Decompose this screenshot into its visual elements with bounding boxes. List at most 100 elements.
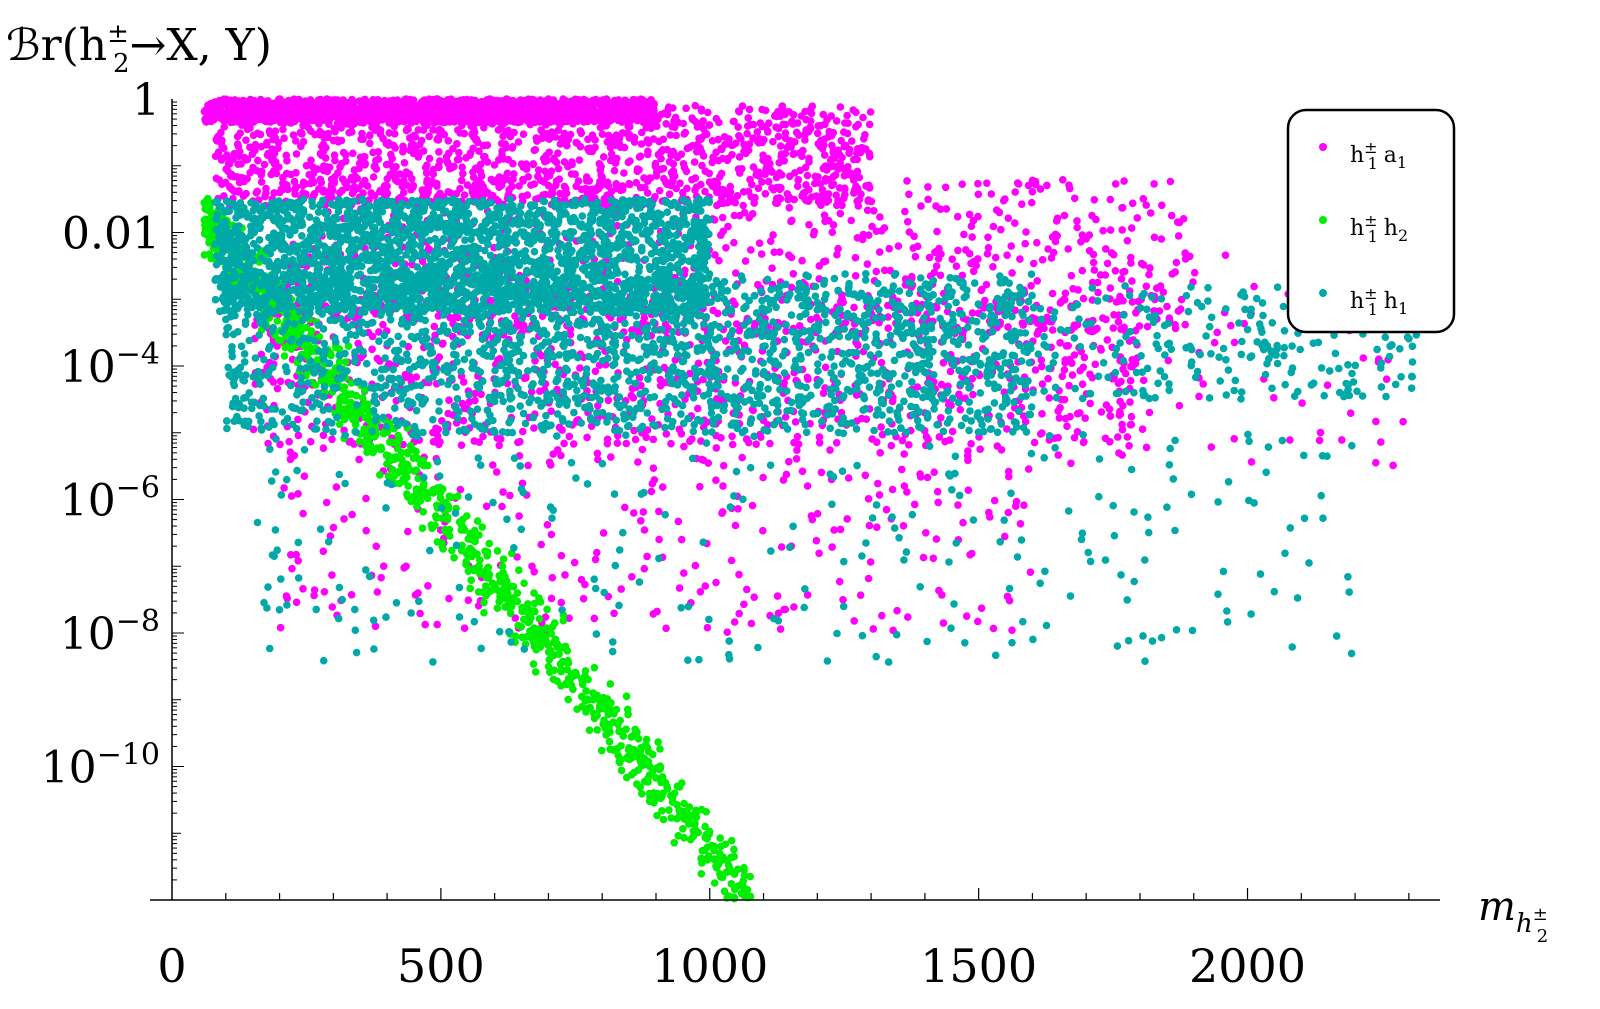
data-point — [843, 111, 851, 120]
data-point — [493, 547, 502, 555]
data-point — [420, 96, 429, 105]
data-point — [522, 160, 530, 168]
data-point — [939, 619, 948, 627]
data-point — [637, 517, 645, 525]
data-point — [568, 158, 576, 166]
data-point — [905, 228, 914, 236]
data-point — [718, 145, 726, 154]
data-point — [1063, 422, 1071, 431]
data-point — [630, 509, 638, 517]
data-point — [1152, 284, 1161, 293]
data-point — [1003, 251, 1011, 259]
data-point — [1142, 443, 1151, 452]
data-point — [537, 126, 545, 134]
data-point — [1175, 401, 1184, 410]
data-point — [1056, 299, 1065, 307]
data-point — [793, 446, 801, 455]
data-point — [1096, 271, 1105, 279]
data-point — [1126, 376, 1135, 385]
data-point — [841, 141, 850, 150]
data-point — [499, 155, 508, 163]
data-point — [339, 96, 347, 104]
data-point — [556, 121, 564, 129]
data-point — [803, 482, 812, 490]
data-point — [929, 554, 938, 563]
data-point — [701, 582, 710, 590]
data-point — [1135, 322, 1144, 330]
data-point — [860, 135, 868, 143]
data-point — [270, 149, 279, 158]
data-point — [552, 109, 560, 117]
data-point — [699, 117, 707, 125]
data-point — [766, 439, 774, 448]
data-point — [455, 148, 463, 157]
data-point — [506, 106, 515, 114]
data-point — [1021, 239, 1029, 248]
data-point — [674, 517, 683, 526]
data-point — [260, 160, 269, 169]
data-point — [434, 432, 442, 441]
data-point — [1118, 420, 1126, 429]
data-point — [630, 133, 639, 142]
data-point — [747, 246, 755, 254]
data-point — [798, 256, 806, 265]
data-point — [217, 139, 225, 147]
data-point — [446, 189, 455, 197]
data-point — [909, 244, 918, 252]
data-point — [698, 161, 706, 170]
data-point — [924, 195, 932, 204]
data-point — [355, 159, 364, 168]
data-point — [1049, 248, 1058, 257]
data-point — [526, 120, 534, 129]
data-point — [691, 186, 699, 194]
data-point — [774, 124, 783, 133]
data-point — [717, 434, 725, 442]
data-point — [569, 440, 578, 448]
data-point — [514, 138, 523, 146]
data-point — [347, 591, 356, 599]
data-point — [299, 137, 308, 146]
data-point — [367, 116, 376, 125]
data-point — [252, 166, 261, 175]
data-point — [548, 573, 557, 582]
data-point — [964, 486, 973, 495]
data-point — [662, 430, 671, 438]
data-point — [286, 448, 295, 457]
data-point — [640, 314, 649, 323]
data-point — [708, 158, 716, 167]
data-point — [1116, 410, 1124, 418]
data-point — [355, 455, 363, 464]
data-point — [781, 120, 790, 129]
data-point — [299, 585, 307, 593]
data-point — [746, 175, 754, 184]
data-point — [1186, 252, 1194, 261]
data-point — [785, 251, 793, 259]
data-point — [515, 512, 523, 520]
data-point — [853, 145, 862, 153]
data-point — [1123, 237, 1132, 245]
data-point — [1058, 372, 1067, 381]
data-point — [612, 111, 621, 120]
data-point — [775, 194, 783, 202]
data-point — [1054, 451, 1063, 459]
data-point — [596, 113, 604, 121]
data-point — [626, 157, 634, 165]
data-point — [379, 562, 388, 570]
data-point — [1372, 417, 1380, 426]
data-point — [1128, 277, 1136, 285]
data-point — [416, 140, 424, 149]
data-point — [231, 111, 239, 119]
data-point — [864, 574, 873, 583]
data-point — [330, 151, 339, 159]
data-point — [391, 144, 400, 152]
data-point — [680, 442, 688, 451]
data-point — [712, 444, 721, 452]
data-point — [416, 609, 424, 618]
data-point — [1091, 360, 1100, 369]
data-point — [1001, 195, 1009, 203]
data-point — [810, 227, 819, 236]
data-point — [836, 209, 845, 218]
data-point — [617, 585, 625, 593]
data-point — [365, 131, 374, 140]
data-point — [696, 145, 704, 154]
